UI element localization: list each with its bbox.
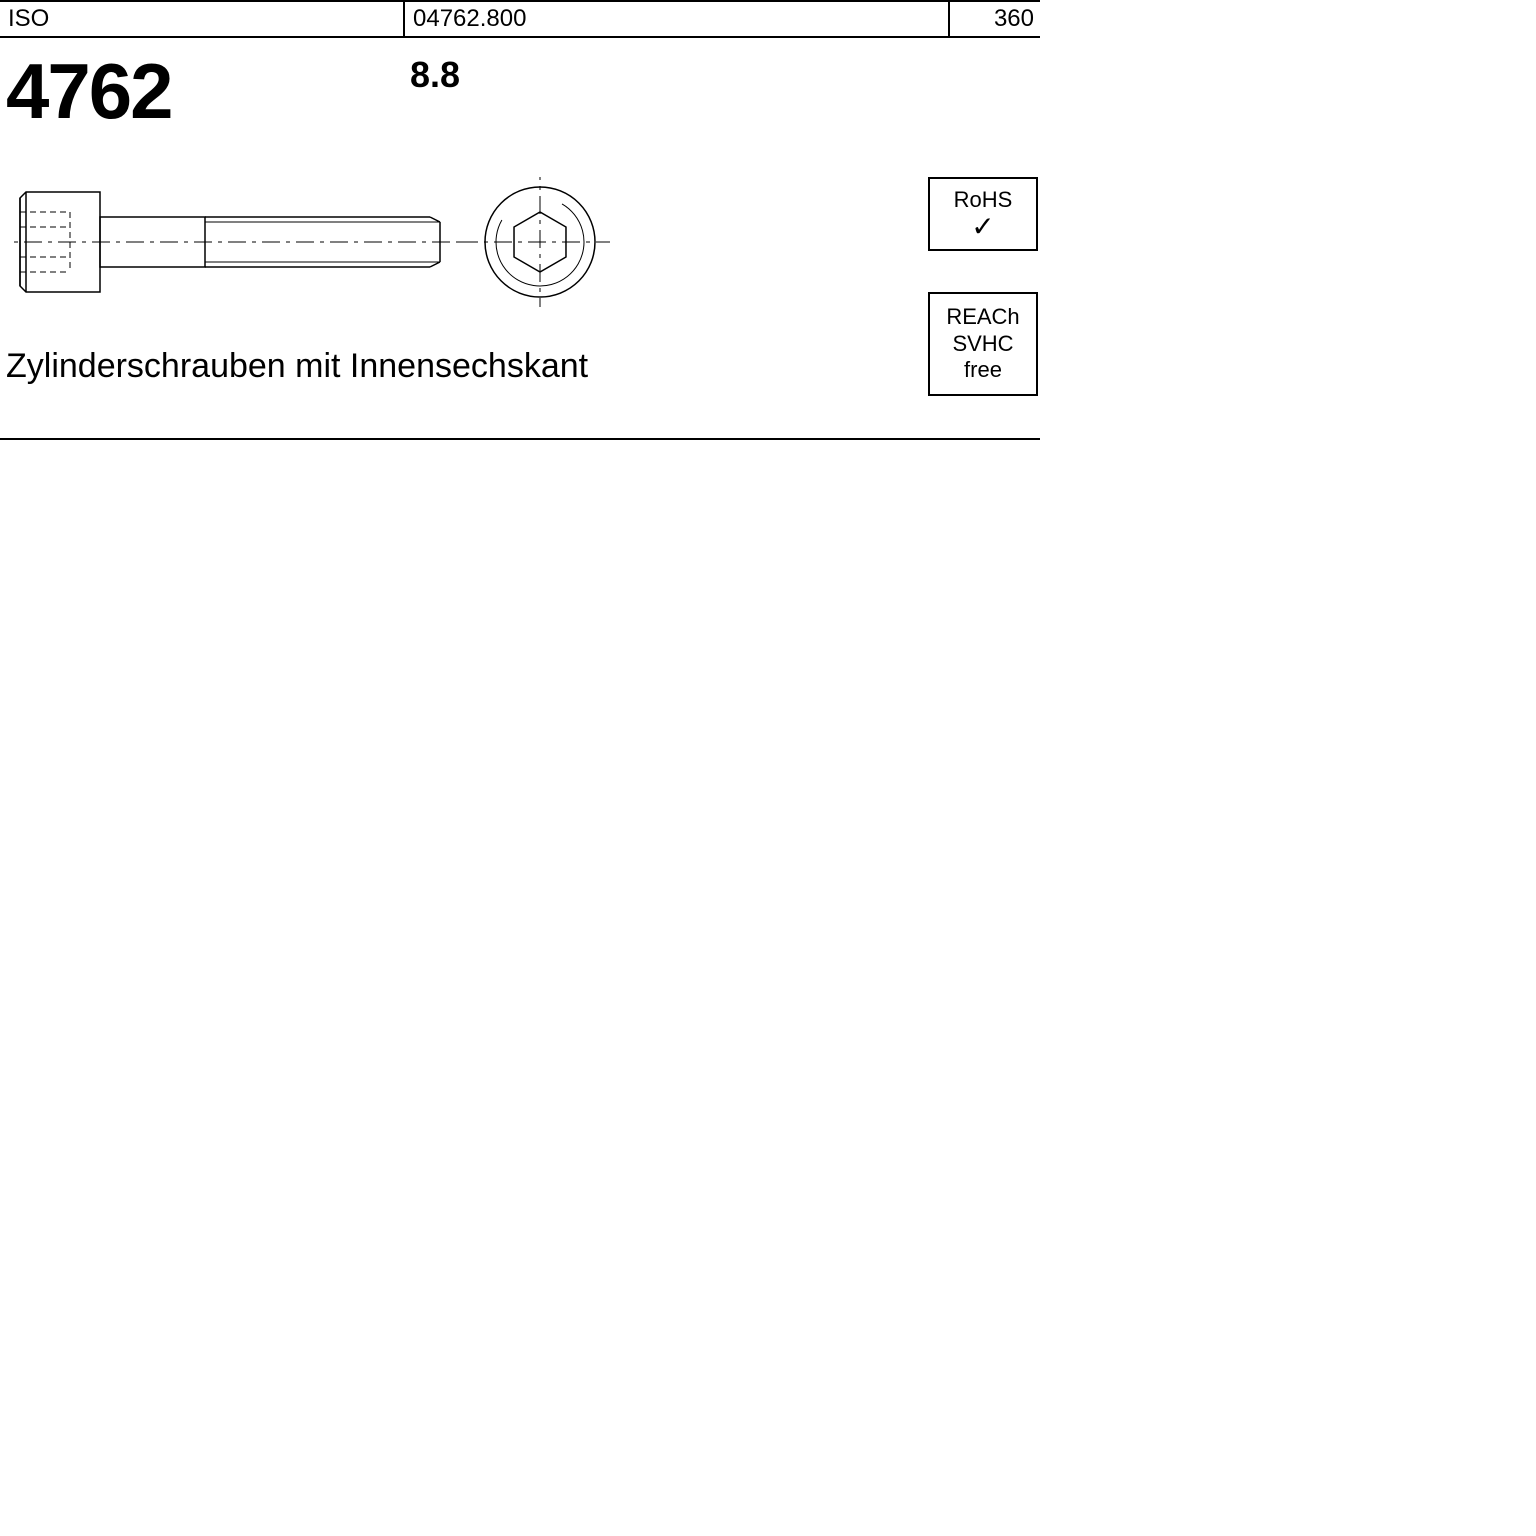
reach-line3: free (936, 357, 1030, 383)
standard-label: ISO (0, 2, 405, 36)
product-description: Zylinderschrauben mit Innensechskant (6, 347, 588, 386)
check-icon: ✓ (936, 213, 1030, 241)
header-row: ISO 04762.800 360 (0, 2, 1040, 38)
iso-number: 4762 (6, 46, 172, 137)
spec-sheet: ISO 04762.800 360 4762 8.8 RoHS ✓ REACh … (0, 0, 1040, 440)
technical-drawing (10, 177, 610, 307)
product-code: 04762.800 (405, 2, 950, 36)
rohs-label: RoHS (936, 187, 1030, 213)
reach-badge: REACh SVHC free (928, 292, 1038, 396)
rohs-badge: RoHS ✓ (928, 177, 1038, 251)
reach-line2: SVHC (936, 331, 1030, 357)
header-right-number: 360 (950, 2, 1040, 36)
grade-label: 8.8 (410, 54, 460, 96)
reach-line1: REACh (936, 304, 1030, 330)
